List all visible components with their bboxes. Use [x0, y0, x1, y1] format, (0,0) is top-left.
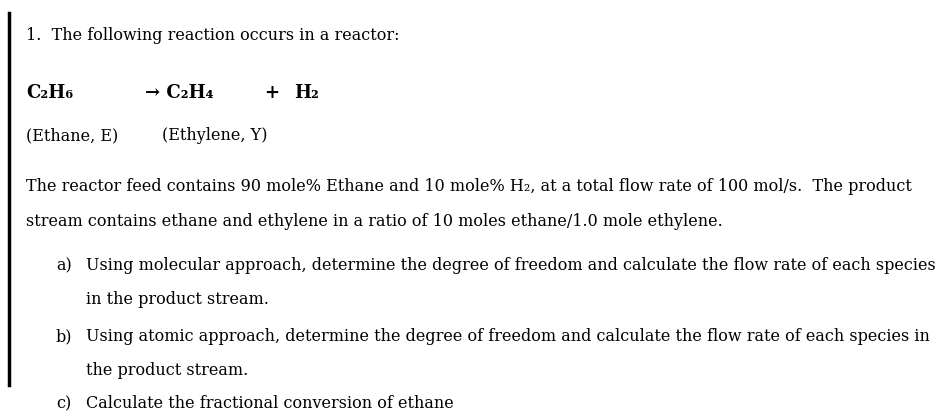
Text: H₂: H₂	[294, 84, 319, 102]
Text: (Ethylene, Y): (Ethylene, Y)	[163, 127, 268, 145]
Text: Calculate the fractional conversion of ethane: Calculate the fractional conversion of e…	[86, 395, 453, 412]
Text: stream contains ethane and ethylene in a ratio of 10 moles ethane/1.0 mole ethyl: stream contains ethane and ethylene in a…	[26, 213, 723, 230]
Text: the product stream.: the product stream.	[86, 362, 248, 379]
Text: c): c)	[56, 395, 71, 412]
Text: C₂H₆: C₂H₆	[26, 84, 73, 102]
Text: Using molecular approach, determine the degree of freedom and calculate the flow: Using molecular approach, determine the …	[86, 257, 936, 274]
Text: → C₂H₄: → C₂H₄	[146, 84, 214, 102]
Text: 1.  The following reaction occurs in a reactor:: 1. The following reaction occurs in a re…	[26, 27, 399, 44]
Text: a): a)	[56, 257, 72, 274]
Text: b): b)	[56, 328, 73, 345]
Text: +: +	[265, 84, 279, 102]
Text: Using atomic approach, determine the degree of freedom and calculate the flow ra: Using atomic approach, determine the deg…	[86, 328, 930, 345]
Text: (Ethane, E): (Ethane, E)	[26, 127, 118, 145]
Text: in the product stream.: in the product stream.	[86, 291, 269, 308]
Text: The reactor feed contains 90 mole% Ethane and 10 mole% H₂, at a total flow rate : The reactor feed contains 90 mole% Ethan…	[26, 178, 912, 195]
